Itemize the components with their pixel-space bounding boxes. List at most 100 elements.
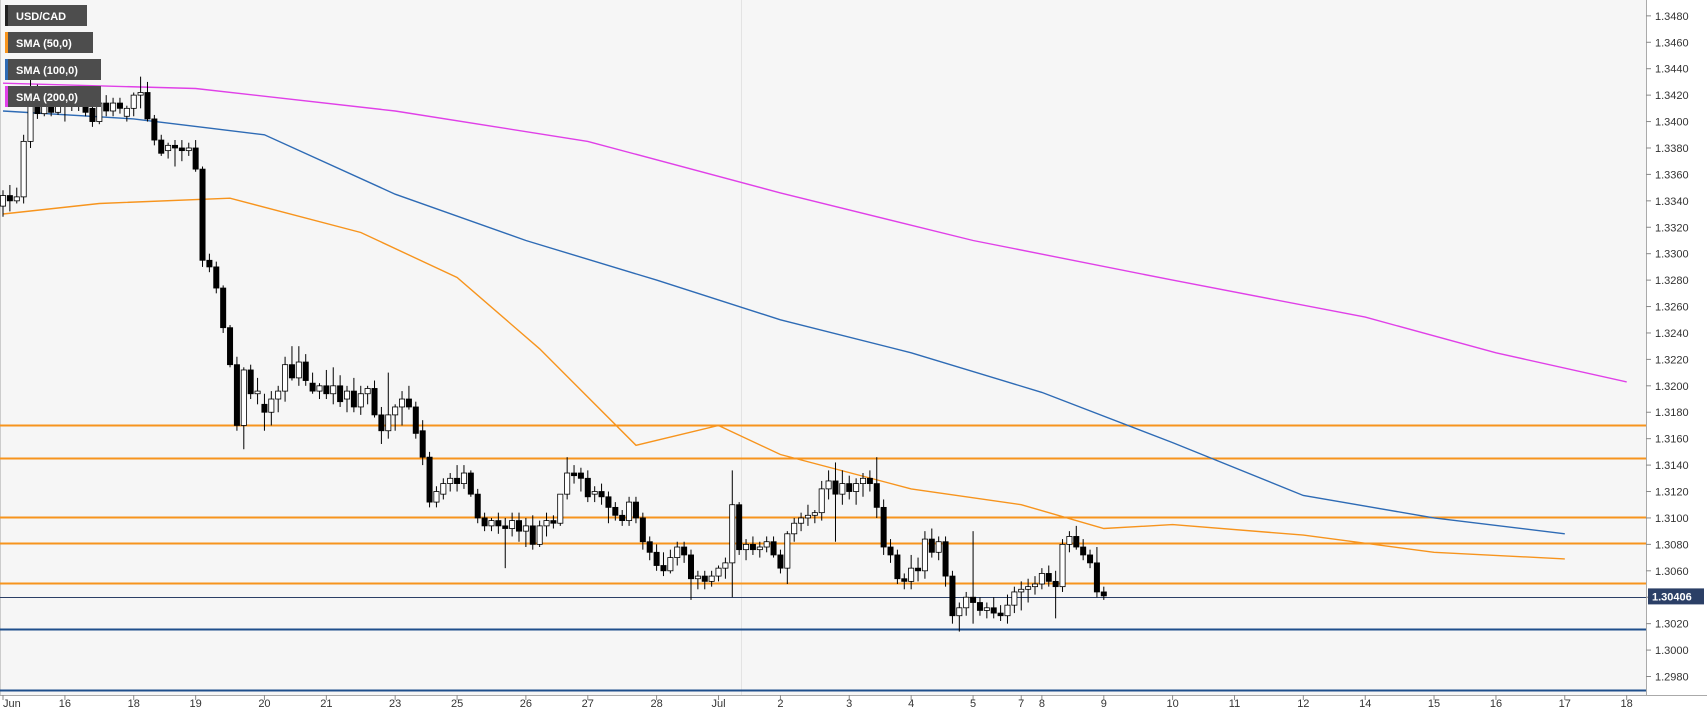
- candle: [268, 391, 275, 426]
- candle-body: [137, 92, 144, 96]
- candle-body: [736, 504, 743, 551]
- candle: [667, 549, 674, 574]
- candle: [915, 557, 922, 582]
- legend-item[interactable]: SMA (100,0): [5, 59, 101, 80]
- candle: [1045, 565, 1052, 587]
- candle-body: [295, 361, 302, 379]
- candle-body: [412, 406, 419, 434]
- price-tick-label: 1.3360: [1655, 169, 1689, 181]
- time-tick-label: 4: [908, 698, 914, 710]
- candle-body: [832, 480, 839, 495]
- candle: [522, 517, 529, 548]
- candle: [770, 536, 777, 558]
- candle-body: [502, 525, 509, 529]
- price-tick-label: 1.3200: [1655, 381, 1689, 393]
- time-tick-label: 8: [1039, 698, 1045, 710]
- candle-body: [942, 541, 949, 577]
- candle-body: [605, 496, 612, 508]
- candle: [811, 510, 818, 524]
- candle: [123, 105, 130, 122]
- candle: [412, 401, 419, 439]
- candle-body: [247, 369, 254, 395]
- candle-body: [694, 575, 701, 580]
- candle-body: [1038, 573, 1045, 585]
- candle-body: [323, 385, 330, 395]
- candle: [261, 393, 268, 431]
- time-tick-label: 3: [846, 698, 852, 710]
- candle: [1011, 586, 1018, 614]
- time-tick-label: 16: [59, 698, 71, 710]
- candle-body: [688, 554, 695, 580]
- legend-item-label: SMA (50,0): [16, 38, 72, 50]
- candle-body: [392, 406, 399, 416]
- candle: [20, 134, 27, 204]
- candle-body: [921, 538, 928, 572]
- time-tick-label: 19: [190, 698, 202, 710]
- candle-body: [288, 364, 295, 379]
- candle-body: [749, 543, 756, 551]
- candle: [392, 404, 399, 431]
- candle-body: [598, 491, 605, 498]
- candle: [653, 544, 660, 571]
- candle: [1080, 539, 1087, 561]
- candle-body: [316, 385, 323, 392]
- candle-body: [743, 543, 750, 551]
- time-tick-label: 10: [1166, 698, 1178, 710]
- candle-body: [970, 596, 977, 603]
- candle: [763, 536, 770, 553]
- candle-body: [674, 546, 681, 558]
- candle-body: [1004, 604, 1011, 617]
- time-tick-label: 26: [520, 698, 532, 710]
- candle: [240, 367, 247, 450]
- last-price-badge-bg: [1648, 588, 1704, 605]
- candle-body: [983, 607, 990, 611]
- candle-body: [584, 477, 591, 498]
- candle: [1004, 594, 1011, 624]
- time-tick-label: 15: [1428, 698, 1440, 710]
- candle: [970, 531, 977, 624]
- candle: [474, 488, 481, 524]
- candle: [577, 467, 584, 492]
- price-tick-label: 1.3180: [1655, 407, 1689, 419]
- candle: [681, 541, 688, 563]
- candle-body: [481, 517, 488, 527]
- candle-body: [701, 575, 708, 582]
- price-tick-label: 1.3140: [1655, 460, 1689, 472]
- time-tick-label: 18: [128, 698, 140, 710]
- time-tick-label: 17: [1559, 698, 1571, 710]
- candle: [1066, 531, 1073, 553]
- candle: [130, 92, 137, 117]
- candle-body: [866, 477, 873, 484]
- legend-item[interactable]: SMA (50,0): [5, 32, 93, 53]
- candle-body: [1032, 583, 1039, 588]
- candle-body: [282, 364, 289, 392]
- candle-body: [447, 477, 454, 484]
- sma50-line: [2, 197, 1565, 560]
- candle-body: [818, 488, 825, 514]
- candle: [371, 380, 378, 418]
- candle-body: [275, 390, 282, 400]
- horizontal-levels: [0, 424, 1646, 692]
- candle: [598, 483, 605, 505]
- candle: [688, 549, 695, 600]
- sma100-line: [2, 110, 1565, 535]
- legend-color-swatch: [5, 86, 8, 107]
- time-tick-label: 27: [582, 698, 594, 710]
- candle-body: [632, 501, 639, 519]
- candle-body: [378, 414, 385, 432]
- candle-body: [227, 327, 234, 366]
- candle: [935, 536, 942, 561]
- legend-item[interactable]: SMA (200,0): [5, 86, 101, 107]
- legend-item-label: SMA (100,0): [16, 65, 78, 77]
- price-tick-label: 1.3220: [1655, 354, 1689, 366]
- time-axis: Jun 16 18 19 20 21 23 25 26 27 28 Jul 2 3 4 5 7 8 9 10 11 12 1…: [2, 695, 1633, 710]
- candle: [151, 114, 158, 146]
- legend-item[interactable]: USD/CAD: [5, 5, 87, 26]
- candle: [557, 493, 564, 526]
- candle-body: [20, 140, 27, 198]
- time-tick-label: 14: [1359, 698, 1371, 710]
- candle-body: [577, 472, 584, 479]
- candle-body: [853, 483, 860, 492]
- price-axis: 1.3480 1.3460 1.3440 1.3420 1.3400 1.3380 1.33…: [1646, 11, 1689, 684]
